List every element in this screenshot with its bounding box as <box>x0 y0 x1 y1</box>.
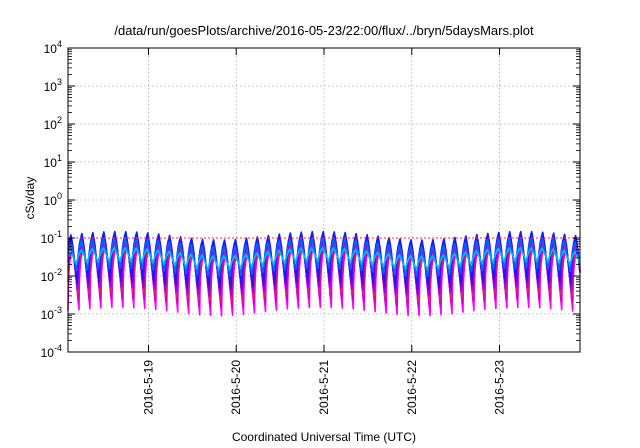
chart-title: /data/run/goesPlots/archive/2016-05-23/2… <box>114 23 534 38</box>
series-group <box>67 230 581 317</box>
y-tick-label: 10-1 <box>41 229 62 246</box>
plot-frame <box>67 47 581 353</box>
x-tick-label: 2016-5-21 <box>317 360 331 415</box>
x-tick-label: 2016-5-20 <box>229 360 243 415</box>
x-tick-label: 2016-5-22 <box>405 360 419 415</box>
y-axis-label: cSv/day <box>23 177 37 220</box>
x-tick-label: 2016-5-23 <box>493 360 507 415</box>
y-tick-label: 100 <box>44 191 62 208</box>
grid <box>68 48 580 352</box>
y-tick-label: 103 <box>44 77 62 94</box>
y-tick-label: 102 <box>44 115 62 132</box>
y-tick-label: 10-3 <box>41 305 62 322</box>
y-tick-label: 10-4 <box>41 343 62 360</box>
axes: 10-4 10-3 10-2 10-1 100 101 102 103 104 2016-5-19… <box>41 39 581 415</box>
x-tick-label: 2016-5-19 <box>141 360 155 415</box>
series-line <box>67 246 581 270</box>
x-axis-label: Coordinated Universal Time (UTC) <box>232 430 416 444</box>
y-tick-label: 101 <box>44 153 62 170</box>
y-tick-label: 10-2 <box>41 267 62 284</box>
y-tick-label: 104 <box>44 39 62 56</box>
